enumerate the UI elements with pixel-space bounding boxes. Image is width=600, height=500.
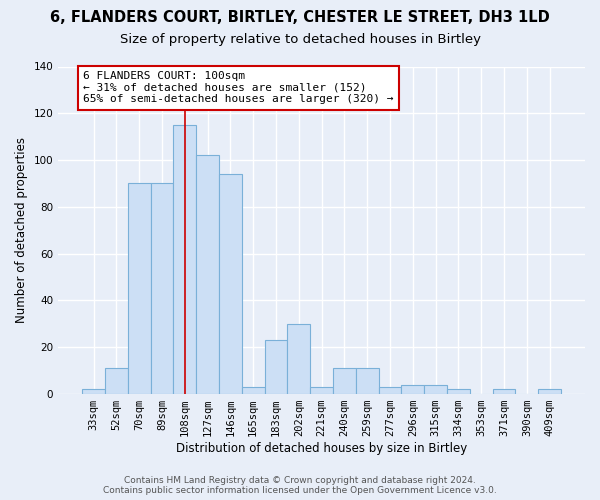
Bar [493,390,515,394]
Bar [82,390,105,394]
Bar [356,368,379,394]
Bar [173,125,196,394]
Bar [310,387,333,394]
Bar [447,390,470,394]
Bar [265,340,287,394]
Bar [219,174,242,394]
Text: Size of property relative to detached houses in Birtley: Size of property relative to detached ho… [119,32,481,46]
Y-axis label: Number of detached properties: Number of detached properties [15,138,28,324]
Bar [105,368,128,394]
Bar [379,387,401,394]
Bar [242,387,265,394]
Bar [401,384,424,394]
Bar [333,368,356,394]
Bar [128,184,151,394]
Text: Contains HM Land Registry data © Crown copyright and database right 2024.
Contai: Contains HM Land Registry data © Crown c… [103,476,497,495]
Bar [196,156,219,394]
Bar [287,324,310,394]
Text: 6, FLANDERS COURT, BIRTLEY, CHESTER LE STREET, DH3 1LD: 6, FLANDERS COURT, BIRTLEY, CHESTER LE S… [50,10,550,25]
Bar [538,390,561,394]
Bar [424,384,447,394]
X-axis label: Distribution of detached houses by size in Birtley: Distribution of detached houses by size … [176,442,467,455]
Text: 6 FLANDERS COURT: 100sqm
← 31% of detached houses are smaller (152)
65% of semi-: 6 FLANDERS COURT: 100sqm ← 31% of detach… [83,71,394,104]
Bar [151,184,173,394]
